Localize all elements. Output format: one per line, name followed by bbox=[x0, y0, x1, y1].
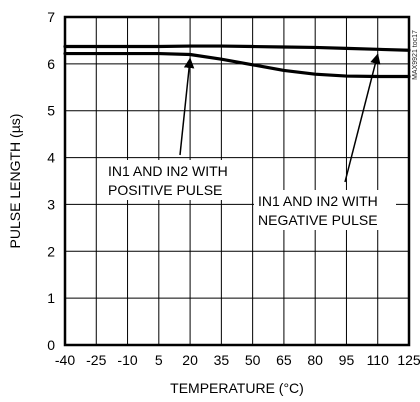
annotation-background bbox=[254, 190, 396, 230]
annotation-text-line: IN1 AND IN2 WITH bbox=[258, 193, 378, 209]
annotation-text-line: NEGATIVE PULSE bbox=[258, 212, 378, 228]
annotation-arrow bbox=[179, 57, 195, 156]
series-line-2 bbox=[63, 51, 411, 79]
x-tick-label: 50 bbox=[245, 352, 261, 368]
x-tick-label: -10 bbox=[117, 352, 137, 368]
x-tick-label: 110 bbox=[367, 352, 390, 368]
x-tick-label: -40 bbox=[55, 352, 75, 368]
series-layer bbox=[63, 44, 411, 79]
x-tick-label: 20 bbox=[182, 352, 198, 368]
y-tick-label: 2 bbox=[47, 243, 55, 259]
figure-code: MAX9921 toc17 bbox=[412, 30, 419, 80]
y-tick-label: 1 bbox=[47, 290, 55, 306]
x-tick-label: 65 bbox=[276, 352, 292, 368]
x-tick-label: 125 bbox=[397, 352, 420, 368]
y-tick-label: 0 bbox=[47, 337, 55, 353]
y-tick-label: 6 bbox=[47, 56, 55, 72]
x-axis-title: TEMPERATURE (°C) bbox=[170, 380, 304, 396]
y-axis-title: PULSE LENGTH (µs) bbox=[7, 114, 23, 249]
annotation-text-line: IN1 AND IN2 WITH bbox=[108, 163, 228, 179]
y-tick-label: 3 bbox=[47, 196, 55, 212]
plot-border bbox=[63, 15, 411, 347]
x-tick-label: -25 bbox=[86, 352, 106, 368]
y-tick-label: 7 bbox=[47, 9, 55, 25]
annotation-1: IN1 AND IN2 WITH POSITIVE PULSE bbox=[104, 57, 246, 200]
y-tick-label: 4 bbox=[47, 150, 55, 166]
annotation-text-line: POSITIVE PULSE bbox=[108, 182, 222, 198]
annotation-arrow bbox=[344, 53, 381, 183]
x-tick-label: 95 bbox=[339, 352, 355, 368]
annotation-background bbox=[104, 160, 246, 200]
x-tick-label: 80 bbox=[307, 352, 323, 368]
series-line-1 bbox=[63, 44, 411, 52]
x-tick-label: 5 bbox=[155, 352, 163, 368]
plot-frame bbox=[63, 15, 411, 347]
x-tick-label: 35 bbox=[214, 352, 230, 368]
tick-labels: -40 -25 -10 5 20 35 50 65 80 95 110 125 0 1 2 3 4 5 6 7 bbox=[47, 9, 420, 368]
y-tick-label: 5 bbox=[47, 103, 55, 119]
annotation-2: IN1 AND IN2 WITH NEGATIVE PULSE bbox=[254, 53, 396, 230]
